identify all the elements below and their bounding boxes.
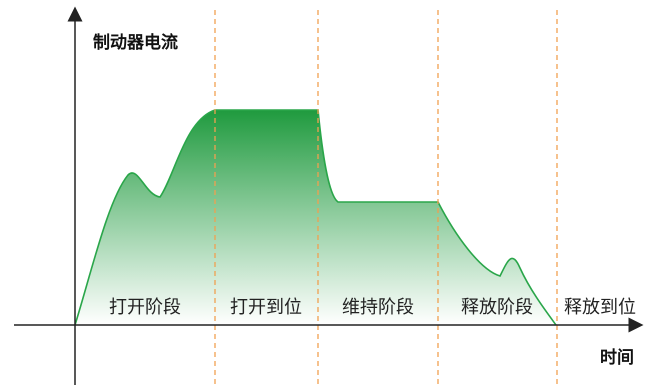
phase-label-released: 释放到位 — [564, 297, 636, 318]
x-axis-label: 时间 — [600, 347, 634, 368]
current-curve — [74, 109, 557, 326]
phase-label-holding: 维持阶段 — [342, 297, 414, 318]
phase-label-releasing: 释放阶段 — [461, 297, 533, 318]
y-axis-label: 制动器电流 — [93, 32, 178, 53]
current-area-fill — [75, 110, 556, 325]
phase-label-opened: 打开到位 — [230, 297, 302, 318]
phase-label-opening: 打开阶段 — [109, 297, 181, 318]
